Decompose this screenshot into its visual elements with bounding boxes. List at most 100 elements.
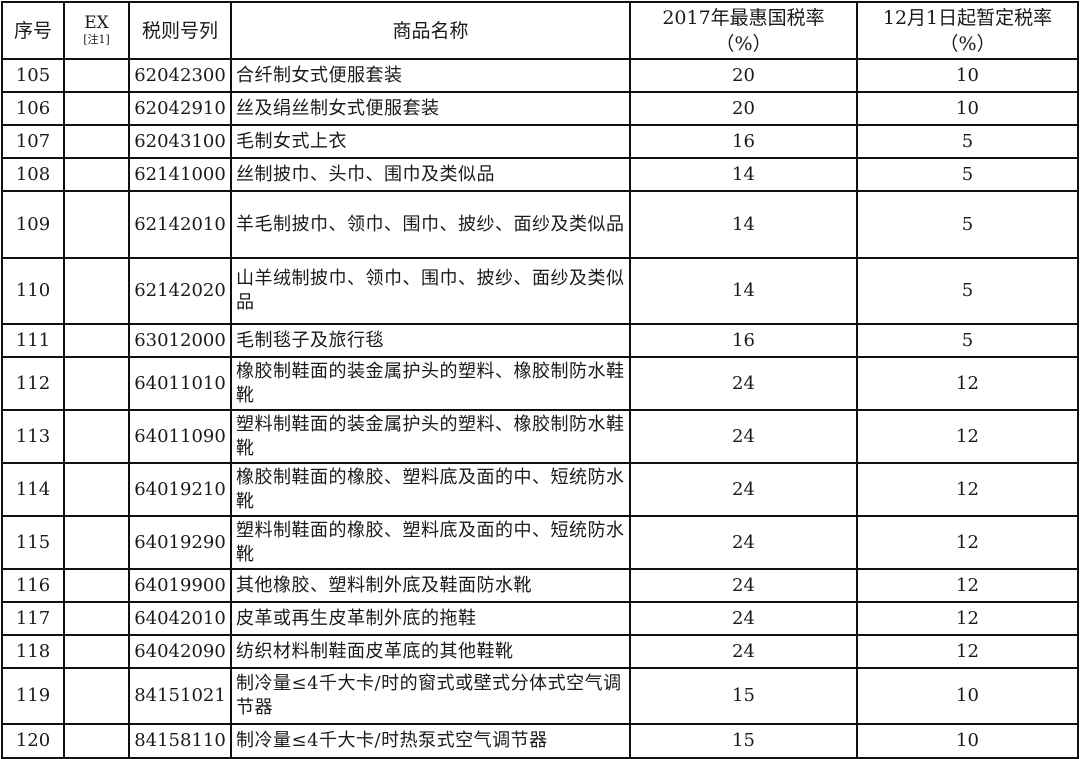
header-mfn-rate-unit: （%）: [715, 32, 772, 55]
code-cell: 62042910: [128, 91, 232, 126]
header-temp-rate-label: 12月1日起暂定税率: [882, 6, 1053, 29]
table-row: 105 62042300 合纤制女式便服套装 20 10: [1, 58, 1079, 93]
name-cell: 其他橡胶、塑料制外底及鞋面防水靴: [230, 568, 631, 603]
table-row: 120 84158110 制冷量≤4千大卡/时热泵式空气调节器 15 10: [1, 723, 1079, 759]
table-row: 119 84151021 制冷量≤4千大卡/时的窗式或壁式分体式空气调节器 15 10: [1, 667, 1079, 725]
table-row: 114 64019210 橡胶制鞋面的橡胶、塑料底及面的中、短统防水靴 24 12: [1, 462, 1079, 517]
seq-cell: 112: [1, 356, 65, 411]
mfn-rate-cell: 14: [629, 257, 858, 325]
seq-cell: 115: [1, 515, 65, 570]
name-cell: 制冷量≤4千大卡/时热泵式空气调节器: [230, 723, 631, 759]
seq-cell: 120: [1, 723, 65, 759]
temp-rate-cell: 5: [856, 323, 1079, 358]
mfn-rate-cell: 16: [629, 124, 858, 159]
seq-cell: 119: [1, 667, 65, 725]
code-cell: 64011010: [128, 356, 232, 411]
name-cell: 塑料制鞋面的装金属护头的塑料、橡胶制防水鞋靴: [230, 409, 631, 464]
header-row: 序号 EX [注1] 税则号列 商品名称 2017年最惠国税率 （%） 12月1…: [1, 1, 1079, 60]
mfn-rate-cell: 24: [629, 601, 858, 636]
ex-cell: [63, 601, 130, 636]
mfn-rate-cell: 15: [629, 723, 858, 759]
code-cell: 64019290: [128, 515, 232, 570]
temp-rate-cell: 12: [856, 601, 1079, 636]
table-row: 118 64042090 纺织材料制鞋面皮革底的其他鞋靴 24 12: [1, 634, 1079, 669]
name-cell: 制冷量≤4千大卡/时的窗式或壁式分体式空气调节器: [230, 667, 631, 725]
name-cell: 毛制毯子及旅行毯: [230, 323, 631, 358]
temp-rate-cell: 5: [856, 190, 1079, 259]
table-row: 112 64011010 橡胶制鞋面的装金属护头的塑料、橡胶制防水鞋靴 24 12: [1, 356, 1079, 411]
table-row: 115 64019290 塑料制鞋面的橡胶、塑料底及面的中、短统防水靴 24 12: [1, 515, 1079, 570]
seq-cell: 110: [1, 257, 65, 325]
seq-cell: 114: [1, 462, 65, 517]
ex-cell: [63, 634, 130, 669]
table-body: 105 62042300 合纤制女式便服套装 20 10 106 62042910 丝及绢丝制…: [1, 58, 1079, 759]
seq-cell: 106: [1, 91, 65, 126]
seq-cell: 107: [1, 124, 65, 159]
ex-cell: [63, 58, 130, 93]
code-cell: 63012000: [128, 323, 232, 358]
header-seq: 序号: [1, 1, 65, 60]
header-ex-note: [注1]: [83, 32, 110, 46]
name-cell: 丝及绢丝制女式便服套装: [230, 91, 631, 126]
mfn-rate-cell: 14: [629, 157, 858, 192]
ex-cell: [63, 462, 130, 517]
table-row: 110 62142020 山羊绒制披巾、领巾、围巾、披纱、面纱及类似品 14 5: [1, 257, 1079, 325]
temp-rate-cell: 12: [856, 356, 1079, 411]
header-temp-rate-unit: （%）: [939, 32, 996, 55]
table-row: 107 62043100 毛制女式上衣 16 5: [1, 124, 1079, 159]
table-row: 111 63012000 毛制毯子及旅行毯 16 5: [1, 323, 1079, 358]
temp-rate-cell: 12: [856, 409, 1079, 464]
ex-cell: [63, 157, 130, 192]
temp-rate-cell: 12: [856, 515, 1079, 570]
code-cell: 64011090: [128, 409, 232, 464]
code-cell: 62141000: [128, 157, 232, 192]
seq-cell: 108: [1, 157, 65, 192]
mfn-rate-cell: 24: [629, 462, 858, 517]
header-mfn-rate-label: 2017年最惠国税率: [662, 6, 825, 29]
temp-rate-cell: 5: [856, 124, 1079, 159]
code-cell: 62043100: [128, 124, 232, 159]
ex-cell: [63, 190, 130, 259]
code-cell: 84151021: [128, 667, 232, 725]
temp-rate-cell: 5: [856, 257, 1079, 325]
ex-cell: [63, 515, 130, 570]
ex-cell: [63, 356, 130, 411]
header-ex: EX [注1]: [63, 1, 130, 60]
mfn-rate-cell: 24: [629, 634, 858, 669]
header-ex-label: EX: [84, 12, 109, 33]
header-mfn-rate: 2017年最惠国税率 （%）: [629, 1, 858, 60]
header-code: 税则号列: [128, 1, 232, 60]
ex-cell: [63, 667, 130, 725]
mfn-rate-cell: 24: [629, 356, 858, 411]
mfn-rate-cell: 20: [629, 58, 858, 93]
code-cell: 62142010: [128, 190, 232, 259]
table-row: 109 62142010 羊毛制披巾、领巾、围巾、披纱、面纱及类似品 14 5: [1, 190, 1079, 259]
mfn-rate-cell: 24: [629, 515, 858, 570]
name-cell: 皮革或再生皮革制外底的拖鞋: [230, 601, 631, 636]
code-cell: 64042010: [128, 601, 232, 636]
ex-cell: [63, 568, 130, 603]
mfn-rate-cell: 24: [629, 568, 858, 603]
temp-rate-cell: 12: [856, 634, 1079, 669]
ex-cell: [63, 409, 130, 464]
name-cell: 塑料制鞋面的橡胶、塑料底及面的中、短统防水靴: [230, 515, 631, 570]
table-row: 117 64042010 皮革或再生皮革制外底的拖鞋 24 12: [1, 601, 1079, 636]
table-row: 113 64011090 塑料制鞋面的装金属护头的塑料、橡胶制防水鞋靴 24 12: [1, 409, 1079, 464]
seq-cell: 116: [1, 568, 65, 603]
name-cell: 橡胶制鞋面的装金属护头的塑料、橡胶制防水鞋靴: [230, 356, 631, 411]
ex-cell: [63, 723, 130, 759]
seq-cell: 113: [1, 409, 65, 464]
ex-cell: [63, 124, 130, 159]
name-cell: 毛制女式上衣: [230, 124, 631, 159]
code-cell: 84158110: [128, 723, 232, 759]
code-cell: 64042090: [128, 634, 232, 669]
seq-cell: 111: [1, 323, 65, 358]
mfn-rate-cell: 15: [629, 667, 858, 725]
mfn-rate-cell: 16: [629, 323, 858, 358]
code-cell: 64019210: [128, 462, 232, 517]
seq-cell: 117: [1, 601, 65, 636]
name-cell: 丝制披巾、头巾、围巾及类似品: [230, 157, 631, 192]
code-cell: 64019900: [128, 568, 232, 603]
name-cell: 山羊绒制披巾、领巾、围巾、披纱、面纱及类似品: [230, 257, 631, 325]
